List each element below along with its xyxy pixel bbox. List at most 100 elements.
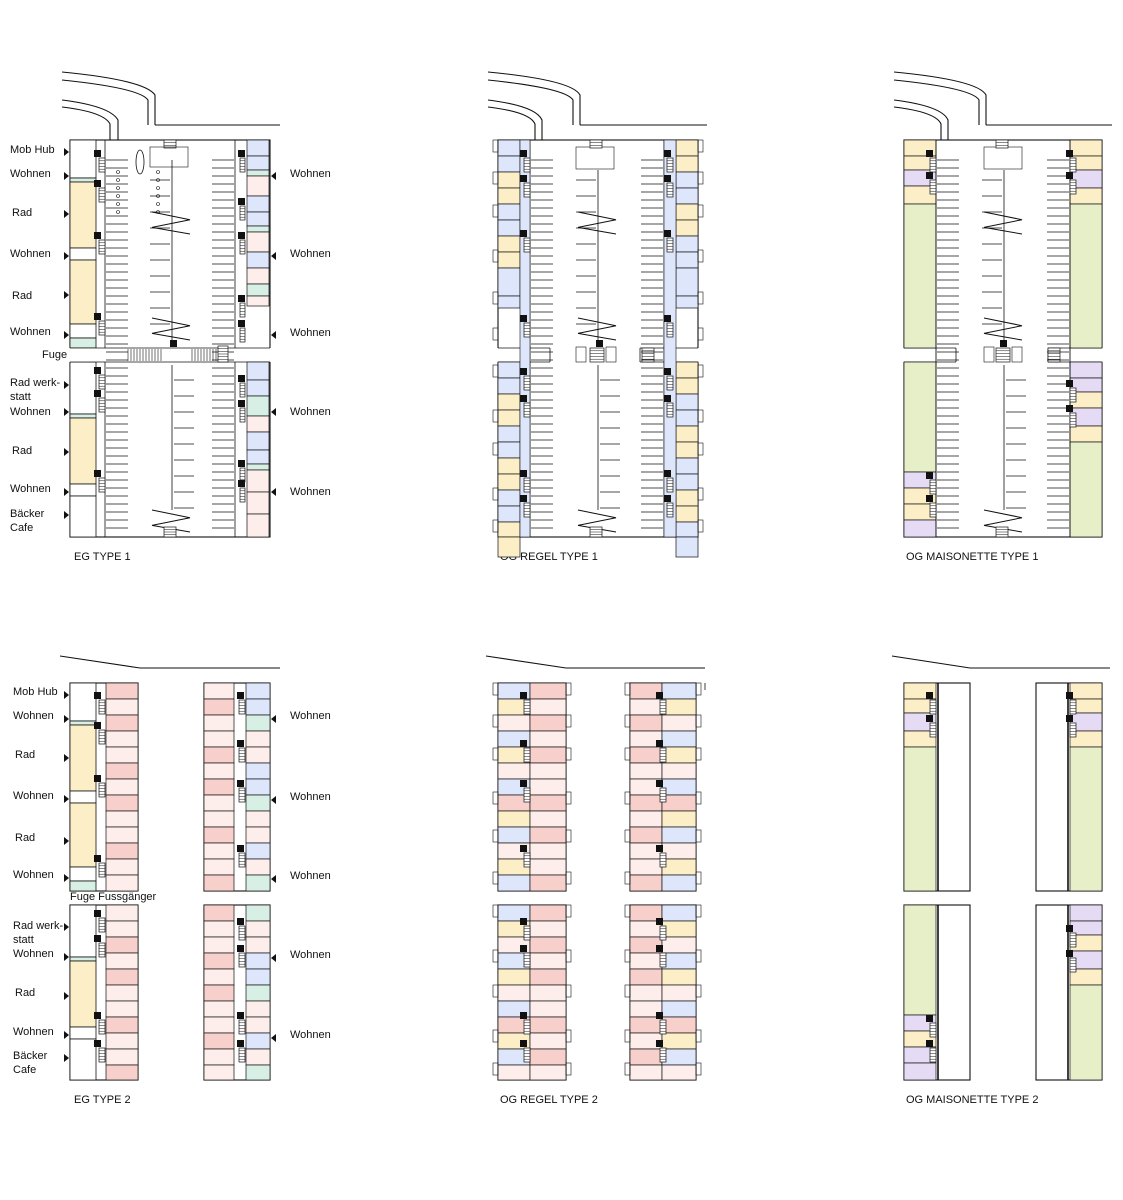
shaft-outline (575, 346, 587, 363)
balcony-outline (695, 904, 702, 918)
road-outline (893, 71, 987, 125)
apartment-unit (661, 874, 697, 892)
elevator-core-icon (926, 1015, 933, 1022)
apartment-unit (246, 267, 270, 285)
apartment-unit (675, 187, 699, 205)
apartment-unit (245, 682, 271, 700)
apartment-unit (661, 968, 697, 986)
elevator-core-icon (656, 692, 663, 699)
label-wohnen: Wohnen (10, 483, 51, 495)
stair-icon (666, 375, 674, 391)
elevator-core-icon (926, 692, 933, 699)
apartment-unit (497, 874, 531, 892)
balcony-outline (492, 409, 499, 423)
corridor (663, 139, 677, 538)
apartment-unit (245, 858, 271, 876)
bike-rack-icon (156, 178, 160, 182)
ground-floor-room (69, 417, 97, 485)
labels-eg-type-1-right: Wohnen Wohnen Wohnen Wohnen Wohnen (290, 168, 331, 498)
label-wohnen: Wohnen (10, 406, 51, 418)
corridor (519, 139, 531, 538)
elevator-core-icon (596, 340, 603, 347)
stair-icon (1069, 387, 1077, 403)
elevator-core-icon (520, 470, 527, 477)
apartment-unit (203, 904, 235, 922)
apartment-unit (105, 952, 139, 970)
elevator-core-icon (1066, 950, 1073, 957)
label-wohnen: Wohnen (290, 1029, 331, 1041)
balcony-outline (624, 714, 631, 728)
elevator-core-icon (237, 945, 244, 952)
labels-eg-type-1-left: Mob Hub Wohnen Rad Wohnen Rad Wohnen Fug… (10, 144, 129, 534)
apartment-unit (497, 457, 521, 475)
maisonette-unit (903, 1062, 937, 1081)
balcony-outline (624, 984, 631, 998)
stair-icon (666, 502, 674, 518)
ground-floor-room (69, 361, 97, 415)
stair-icon (523, 402, 531, 418)
stair-icon (238, 787, 246, 803)
apartment-unit (105, 1048, 139, 1066)
apartment-unit (529, 1016, 567, 1034)
apartment-unit (497, 155, 521, 173)
balcony-outline (492, 139, 499, 153)
maisonette-unit (1069, 361, 1103, 379)
ground-floor-room (69, 495, 97, 538)
apartment-unit (629, 984, 663, 1002)
elevator-core-icon (237, 918, 244, 925)
stair-icon (659, 952, 667, 968)
balcony-outline (492, 487, 499, 501)
pointer-arrow-icon (271, 488, 276, 496)
apartment-unit (203, 874, 235, 892)
apartment-unit (629, 874, 663, 892)
apartment-unit (105, 936, 139, 954)
stair-icon (523, 1047, 531, 1063)
balcony-outline (492, 442, 499, 456)
apartment-unit (529, 984, 567, 1002)
apartment-unit (203, 1048, 235, 1066)
label-wohnen: Wohnen (290, 870, 331, 882)
elevator-core-icon (1066, 150, 1073, 157)
label-baecker: Bäcker (10, 508, 45, 520)
shaft-outline (1011, 346, 1023, 363)
label-rad: Rad (15, 749, 35, 761)
elevator-core-icon (520, 150, 527, 157)
elevator-core-icon (656, 918, 663, 925)
maisonette-unit (1069, 682, 1103, 700)
apartment-unit (246, 469, 270, 493)
stair-icon (98, 1019, 106, 1035)
apartment-unit (529, 714, 567, 732)
pointer-arrow-icon (64, 691, 69, 699)
balcony-outline (624, 791, 631, 805)
stair-icon (238, 699, 246, 715)
pointer-arrow-icon (271, 172, 276, 180)
stair-icon (238, 925, 246, 941)
ramp-icon (983, 211, 1023, 235)
shaft-outline (605, 346, 617, 363)
apartment-unit (203, 1000, 235, 1018)
apartment-unit (661, 842, 697, 860)
apartment-unit (105, 1064, 139, 1081)
apartment-unit (675, 377, 699, 395)
apartment-unit (245, 762, 271, 780)
elevator-core-icon (520, 918, 527, 925)
elevator-core-icon (520, 1012, 527, 1019)
stair-icon (239, 157, 246, 173)
apartment-unit (246, 449, 270, 465)
apartment-unit (245, 920, 271, 938)
elevator-core-icon (520, 845, 527, 852)
apartment-unit (661, 936, 697, 954)
apartment-unit (497, 489, 521, 507)
elevator-core-icon (94, 470, 101, 477)
apartment-unit (675, 155, 699, 173)
stair-icon (995, 139, 1009, 149)
apartment-unit (105, 778, 139, 796)
stair-icon (523, 852, 531, 868)
apartment-unit (246, 251, 270, 269)
apartment-unit (529, 730, 567, 748)
elevator-core-icon (656, 1012, 663, 1019)
road-outline (893, 99, 949, 140)
balcony-outline (624, 682, 631, 696)
plan-og-regel-type-2 (485, 655, 706, 1081)
apartment-unit (529, 858, 567, 876)
